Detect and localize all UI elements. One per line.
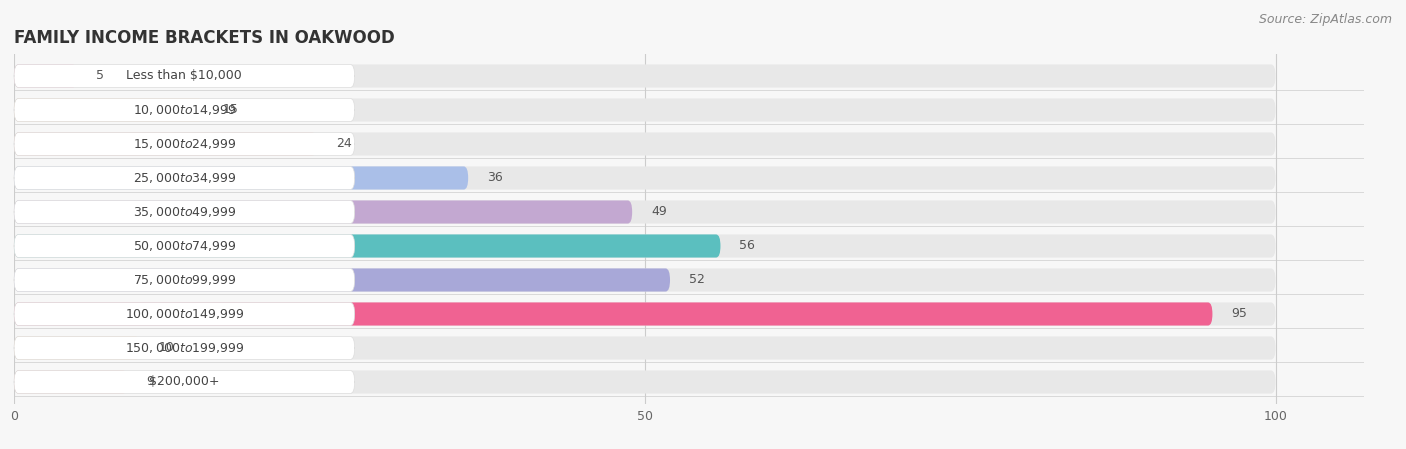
FancyBboxPatch shape (14, 370, 354, 394)
Text: 9: 9 (146, 375, 155, 388)
FancyBboxPatch shape (14, 336, 1275, 360)
FancyBboxPatch shape (14, 370, 1275, 394)
Text: Less than $10,000: Less than $10,000 (127, 70, 242, 83)
Text: 10: 10 (159, 342, 174, 355)
FancyBboxPatch shape (14, 303, 1212, 326)
Text: $25,000 to $34,999: $25,000 to $34,999 (132, 171, 236, 185)
FancyBboxPatch shape (14, 98, 204, 122)
Text: $15,000 to $24,999: $15,000 to $24,999 (132, 137, 236, 151)
FancyBboxPatch shape (14, 98, 354, 122)
Text: 95: 95 (1232, 308, 1247, 321)
FancyBboxPatch shape (14, 98, 1275, 122)
Text: 24: 24 (336, 137, 352, 150)
FancyBboxPatch shape (14, 234, 720, 258)
Text: $50,000 to $74,999: $50,000 to $74,999 (132, 239, 236, 253)
FancyBboxPatch shape (14, 336, 354, 360)
FancyBboxPatch shape (14, 234, 354, 258)
FancyBboxPatch shape (14, 167, 354, 189)
FancyBboxPatch shape (14, 64, 77, 88)
Text: 49: 49 (651, 206, 666, 219)
FancyBboxPatch shape (14, 200, 1275, 224)
Text: $200,000+: $200,000+ (149, 375, 219, 388)
FancyBboxPatch shape (14, 167, 1275, 189)
FancyBboxPatch shape (14, 303, 1275, 326)
Text: $10,000 to $14,999: $10,000 to $14,999 (132, 103, 236, 117)
Text: $150,000 to $199,999: $150,000 to $199,999 (125, 341, 245, 355)
FancyBboxPatch shape (14, 303, 354, 326)
Text: 56: 56 (740, 239, 755, 252)
Text: FAMILY INCOME BRACKETS IN OAKWOOD: FAMILY INCOME BRACKETS IN OAKWOOD (14, 29, 395, 47)
Text: $75,000 to $99,999: $75,000 to $99,999 (132, 273, 236, 287)
Text: $100,000 to $149,999: $100,000 to $149,999 (125, 307, 245, 321)
Text: 5: 5 (96, 70, 104, 83)
FancyBboxPatch shape (14, 269, 354, 291)
FancyBboxPatch shape (14, 64, 1275, 88)
FancyBboxPatch shape (14, 336, 141, 360)
Text: 52: 52 (689, 273, 704, 286)
Text: 15: 15 (222, 103, 238, 116)
FancyBboxPatch shape (14, 200, 354, 224)
FancyBboxPatch shape (14, 269, 1275, 291)
Text: 36: 36 (486, 172, 503, 185)
FancyBboxPatch shape (14, 234, 1275, 258)
FancyBboxPatch shape (14, 167, 468, 189)
FancyBboxPatch shape (14, 132, 354, 155)
FancyBboxPatch shape (14, 132, 1275, 155)
Text: Source: ZipAtlas.com: Source: ZipAtlas.com (1258, 13, 1392, 26)
FancyBboxPatch shape (14, 269, 671, 291)
FancyBboxPatch shape (14, 64, 354, 88)
Text: $35,000 to $49,999: $35,000 to $49,999 (132, 205, 236, 219)
FancyBboxPatch shape (14, 132, 316, 155)
FancyBboxPatch shape (14, 200, 633, 224)
FancyBboxPatch shape (14, 370, 128, 394)
